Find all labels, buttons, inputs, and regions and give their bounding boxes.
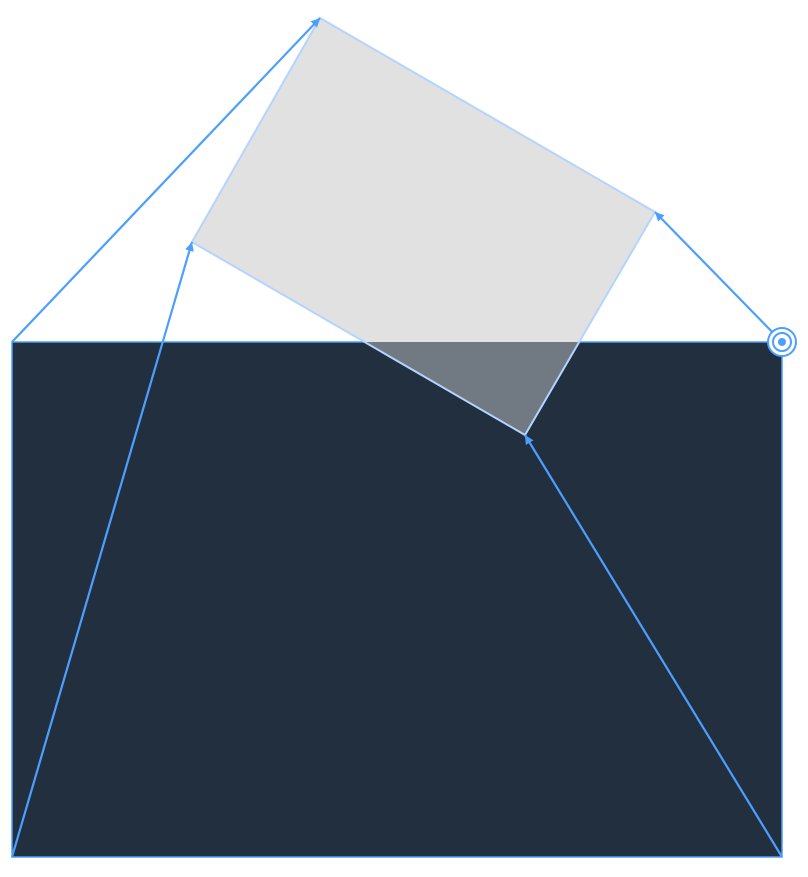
target-ring-icon[interactable] — [767, 327, 797, 357]
arrow-top-right-corner — [654, 211, 783, 343]
overlap-region — [364, 342, 580, 435]
arrow-top-left-corner — [11, 17, 321, 343]
arrow-bottom-right-corner — [524, 434, 783, 858]
target-quadrilateral — [192, 18, 655, 435]
source-rectangle — [11, 341, 783, 858]
arrow-bottom-left-corner — [10, 241, 194, 858]
